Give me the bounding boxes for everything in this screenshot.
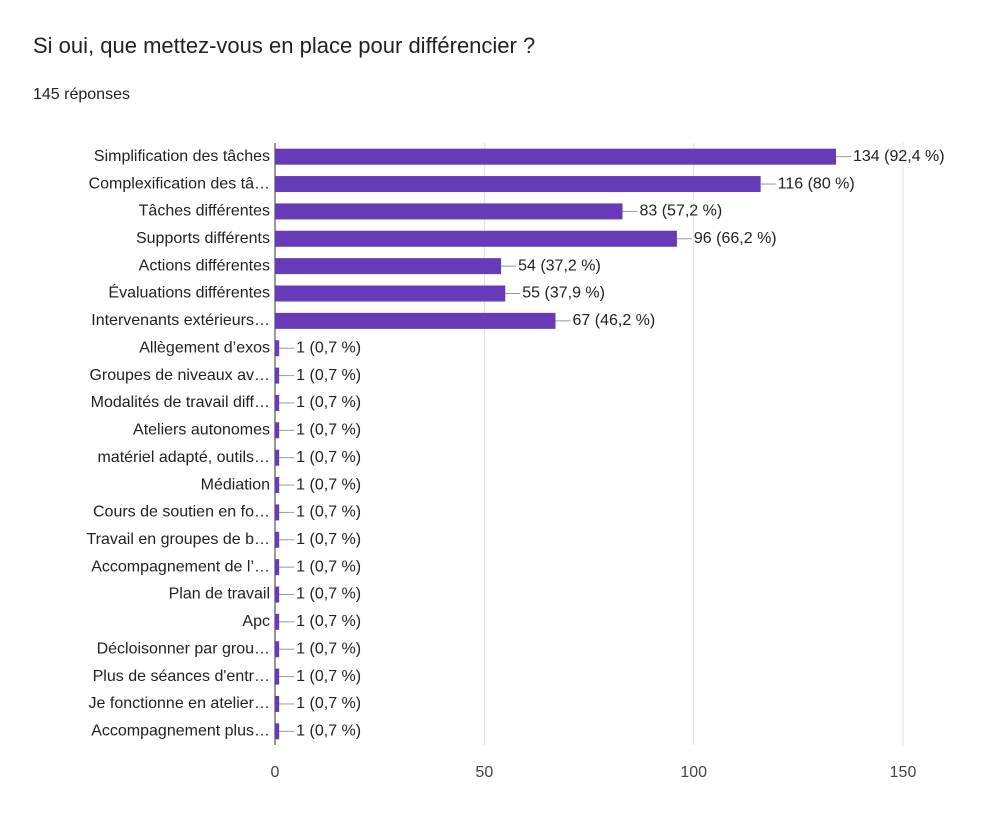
chart-title: Si oui, que mettez-vous en place pour di… [33, 33, 535, 58]
y-tick-label: Intervenants extérieurs… [91, 312, 270, 329]
value-label: 1 (0,7 %) [296, 476, 361, 493]
bar [275, 641, 280, 658]
value-label: 1 (0,7 %) [296, 586, 361, 603]
y-tick-label: Accompagnement plus… [91, 723, 270, 740]
value-label: 1 (0,7 %) [296, 449, 361, 466]
bar [275, 668, 280, 685]
value-label: 83 (57,2 %) [639, 203, 722, 220]
y-tick-label: Accompagnement de l’… [91, 558, 270, 575]
value-label: 1 (0,7 %) [296, 367, 361, 384]
bar [275, 477, 280, 494]
bar [275, 449, 280, 466]
value-label: 1 (0,7 %) [296, 668, 361, 685]
y-tick-label: Apc [242, 613, 270, 630]
bar [275, 285, 506, 302]
bar [275, 422, 280, 439]
value-label: 116 (80 %) [778, 175, 855, 192]
value-label: 1 (0,7 %) [296, 695, 361, 712]
y-tick-label: Complexification des tâ… [89, 175, 270, 192]
bar [275, 531, 280, 548]
y-tick-label: Supports différents [136, 230, 270, 247]
bar [275, 258, 502, 275]
value-label: 1 (0,7 %) [296, 613, 361, 630]
y-tick-label: Simplification des tâches [94, 148, 270, 165]
bar [275, 613, 280, 630]
y-tick-label: Modalités de travail diff… [91, 394, 270, 411]
y-tick-label: Actions différentes [139, 257, 270, 274]
x-tick-label: 50 [475, 764, 493, 781]
value-label: 1 (0,7 %) [296, 339, 361, 356]
bar [275, 312, 556, 329]
bar [275, 695, 280, 712]
bar [275, 230, 677, 247]
value-label: 1 (0,7 %) [296, 422, 361, 439]
value-label: 96 (66,2 %) [694, 230, 777, 247]
x-tick-label: 0 [271, 764, 280, 781]
value-label: 1 (0,7 %) [296, 504, 361, 521]
y-tick-label: matériel adapté, outils… [97, 449, 270, 466]
bar [275, 586, 280, 603]
y-tick-label: Évaluations différentes [108, 283, 270, 302]
bar [275, 504, 280, 521]
value-label: 1 (0,7 %) [296, 723, 361, 740]
bar [275, 340, 280, 357]
value-label: 1 (0,7 %) [296, 531, 361, 548]
x-tick-label: 150 [890, 764, 917, 781]
y-tick-label: Plan de travail [169, 586, 270, 603]
bar [275, 148, 837, 165]
y-tick-label: Je fonctionne en atelier… [89, 695, 270, 712]
y-tick-label: Plus de séances d'entr… [93, 668, 270, 685]
y-tick-label: Groupes de niveaux av… [89, 367, 270, 384]
value-label: 55 (37,9 %) [522, 285, 605, 302]
value-label: 1 (0,7 %) [296, 394, 361, 411]
bar [275, 559, 280, 576]
y-tick-label: Cours de soutien en fo… [93, 504, 270, 521]
subtitle: 145 réponses [33, 86, 130, 103]
value-label: 1 (0,7 %) [296, 558, 361, 575]
bar [275, 394, 280, 411]
value-label: 67 (46,2 %) [573, 312, 656, 329]
bar [275, 176, 761, 193]
bar [275, 723, 280, 740]
bar [275, 203, 623, 220]
y-tick-label: Médiation [201, 476, 270, 493]
value-label: 54 (37,2 %) [518, 257, 601, 274]
y-tick-label: Tâches différentes [139, 203, 270, 220]
bar [275, 367, 280, 384]
y-tick-label: Travail en groupes de b… [86, 531, 270, 548]
y-tick-label: Décloisonner par grou… [97, 640, 270, 657]
y-tick-label: Ateliers autonomes [133, 422, 270, 439]
value-label: 134 (92,4 %) [853, 148, 945, 165]
y-tick-label: Allègement d’exos [139, 339, 270, 356]
value-label: 1 (0,7 %) [296, 640, 361, 657]
x-tick-label: 100 [680, 764, 707, 781]
